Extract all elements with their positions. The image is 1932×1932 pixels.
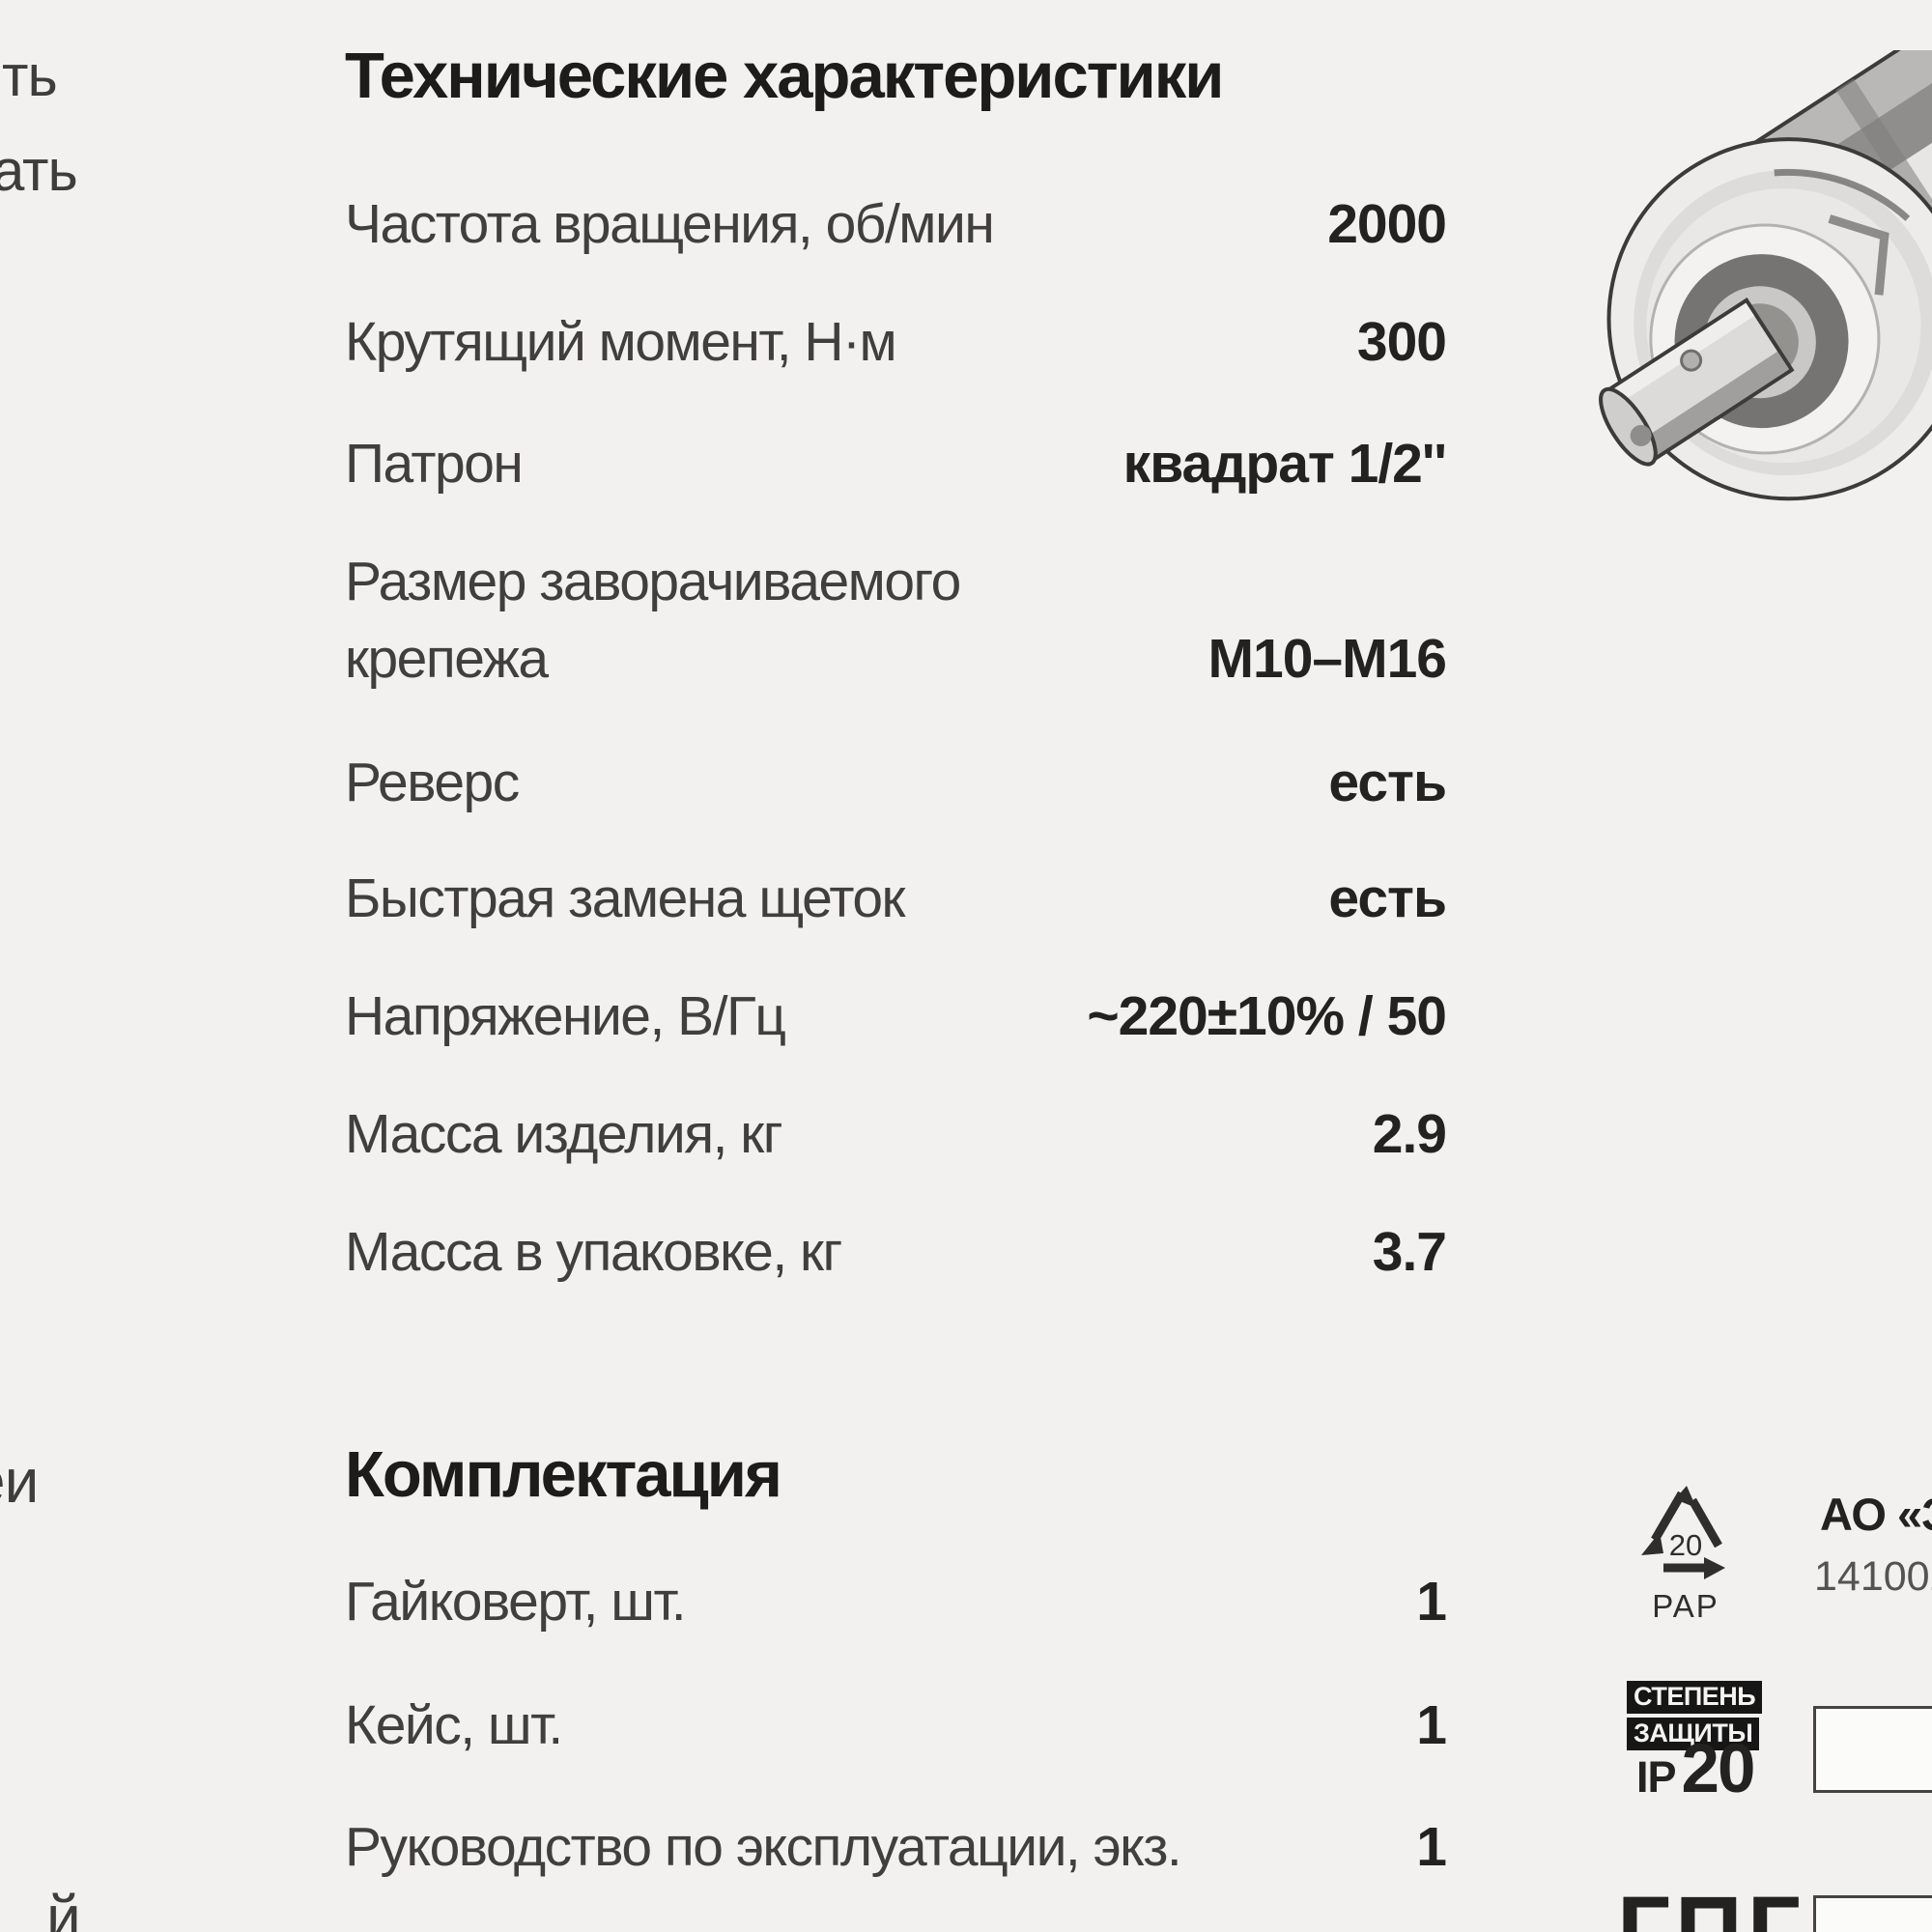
package-value: 1 bbox=[1416, 1571, 1447, 1633]
spec-row: Масса в упаковке, кг 3.7 bbox=[345, 1213, 1447, 1291]
protection-badge-line1: СТЕПЕНЬ bbox=[1627, 1681, 1763, 1714]
package-row: Кейс, шт. 1 bbox=[345, 1687, 1447, 1764]
spec-label: Патрон bbox=[345, 433, 524, 495]
package-label: Руководство по эксплуатации, экз. bbox=[345, 1816, 1182, 1878]
spec-label: Крутящий момент, Н·м bbox=[345, 311, 897, 373]
edge-fragment: й bbox=[46, 1883, 81, 1932]
spec-value: квадрат 1/2'' bbox=[1122, 433, 1447, 495]
recycling-code: 20 bbox=[1669, 1528, 1702, 1562]
spec-row: Быстрая замена щеток есть bbox=[345, 860, 1447, 937]
manufacturer-postcode: 141002 bbox=[1814, 1553, 1932, 1600]
spec-label: Размер заворачиваемого крепежа bbox=[345, 543, 961, 697]
edge-fragment: ать bbox=[0, 138, 78, 203]
spec-label: Быстрая замена щеток bbox=[345, 867, 906, 929]
ip-prefix: IP bbox=[1636, 1752, 1677, 1802]
edge-fragment: еи bbox=[0, 1446, 39, 1516]
spec-value: 3.7 bbox=[1372, 1221, 1447, 1283]
spec-label: Реверс bbox=[345, 752, 520, 813]
spec-value: 300 bbox=[1356, 311, 1447, 373]
ip-rating: IP 20 bbox=[1636, 1731, 1756, 1807]
package-value: 1 bbox=[1416, 1816, 1447, 1878]
spec-value: 2000 bbox=[1327, 193, 1447, 255]
spec-row: Напряжение, В/Гц ~220±10% / 50 bbox=[345, 978, 1447, 1055]
package-row: Гайковерт, шт. 1 bbox=[345, 1563, 1447, 1640]
spec-label: Напряжение, В/Гц bbox=[345, 985, 786, 1047]
blank-field-box bbox=[1813, 1706, 1932, 1793]
spec-row: Реверс есть bbox=[345, 744, 1447, 821]
package-label: Гайковерт, шт. bbox=[345, 1571, 687, 1633]
manufacturer-name: АО «ЗУ bbox=[1820, 1489, 1932, 1540]
blank-field-box bbox=[1813, 1895, 1932, 1932]
spec-value: есть bbox=[1328, 752, 1447, 813]
protection-badge-line2: ЗАЩИТЫ bbox=[1627, 1718, 1760, 1750]
recycling-material: PAP bbox=[1652, 1588, 1719, 1624]
edge-fragment: ть bbox=[2, 43, 58, 108]
ip-value: 20 bbox=[1681, 1731, 1756, 1807]
spec-label-line1: Размер заворачиваемого bbox=[345, 551, 961, 612]
protection-degree-badge: СТЕПЕНЬ ЗАЩИТЫ bbox=[1627, 1681, 1763, 1750]
package-title: Комплектация bbox=[345, 1438, 782, 1511]
package-label: Кейс, шт. bbox=[345, 1694, 563, 1756]
spec-row: Частота вращения, об/мин 2000 bbox=[345, 185, 1447, 263]
package-row: Руководство по эксплуатации, экз. 1 bbox=[345, 1808, 1447, 1886]
impact-wrench-illustration bbox=[1599, 50, 1932, 501]
spec-value: 2.9 bbox=[1372, 1103, 1447, 1165]
spec-row: Масса изделия, кг 2.9 bbox=[345, 1095, 1447, 1173]
spec-row: Патрон квадрат 1/2'' bbox=[345, 425, 1447, 502]
package-value: 1 bbox=[1416, 1694, 1447, 1756]
spec-label: Частота вращения, об/мин bbox=[345, 193, 995, 255]
spec-label: Масса изделия, кг bbox=[345, 1103, 783, 1165]
spec-value: М10–М16 bbox=[1208, 628, 1447, 690]
partial-cert-mark: ГПГ bbox=[1617, 1877, 1805, 1932]
specs-title: Технические характеристики bbox=[345, 40, 1224, 112]
spec-row: Размер заворачиваемого крепежа М10–М16 bbox=[345, 543, 1447, 697]
recycling-pap-icon: 20 PAP bbox=[1625, 1476, 1750, 1650]
spec-value: ~220±10% / 50 bbox=[1087, 985, 1447, 1047]
spec-label-line2: крепежа bbox=[345, 628, 549, 690]
spec-row: Крутящий момент, Н·м 300 bbox=[345, 303, 1447, 381]
spec-label: Масса в упаковке, кг bbox=[345, 1221, 842, 1283]
spec-value: есть bbox=[1328, 867, 1447, 929]
